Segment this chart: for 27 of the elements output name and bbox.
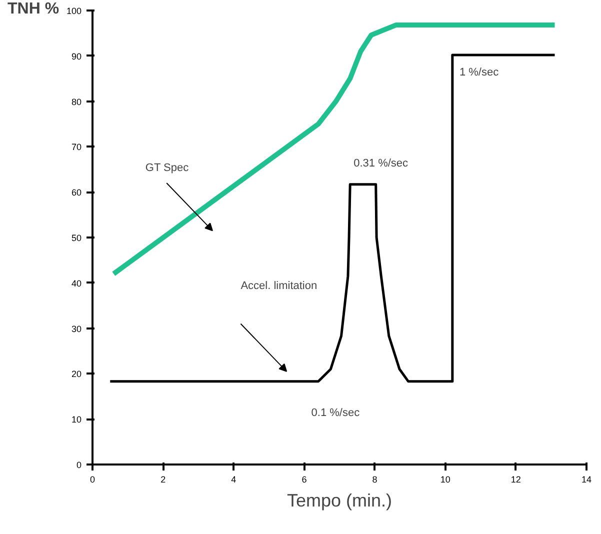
x-tick-label: 0 [90, 474, 96, 484]
x-tick-label: 2 [160, 474, 166, 484]
y-tick-label: 30 [71, 324, 82, 334]
x-tick-label: 6 [302, 474, 307, 484]
y-tick-label: 80 [71, 96, 82, 107]
y-tick-label: 90 [71, 51, 82, 62]
annotation: 1 %/sec [459, 66, 500, 79]
y-tick-label: 60 [71, 188, 82, 198]
annotation: GT Spec [145, 162, 190, 174]
annotation: 0.31 %/sec [354, 157, 409, 170]
x-tick-label: 4 [231, 474, 236, 484]
y-tick-label: 0 [76, 460, 82, 470]
x-axis-title: Tempo (min.) [286, 490, 392, 510]
y-axis-title: TNH % [8, 0, 60, 18]
y-tick-label: 70 [71, 142, 82, 152]
y-tick-label: 100 [66, 6, 82, 16]
y-tick-label: 40 [71, 278, 82, 288]
y-tick-label: 10 [71, 414, 82, 425]
x-tick-label: 14 [581, 474, 592, 484]
x-tick-label: 10 [440, 474, 450, 484]
y-tick-label: 50 [71, 233, 82, 243]
x-tick-label: 12 [510, 474, 521, 484]
annotation: Accel. limitation [240, 280, 318, 292]
annotation: 0.1 %/sec [311, 407, 360, 420]
line-series [108, 54, 556, 383]
x-tick-label: 8 [372, 474, 378, 484]
y-tick-label: 20 [71, 369, 82, 380]
